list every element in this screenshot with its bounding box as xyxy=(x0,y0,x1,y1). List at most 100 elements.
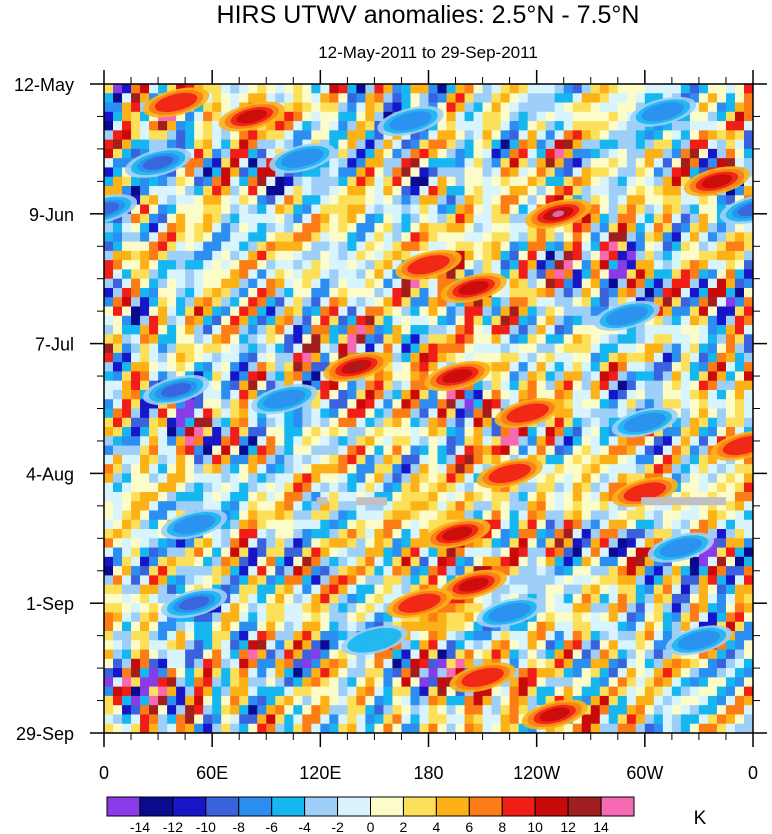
field-cell xyxy=(536,343,547,354)
field-cell xyxy=(356,519,366,530)
field-cell xyxy=(239,250,249,261)
field-cell xyxy=(563,399,574,410)
field-cell xyxy=(509,334,520,345)
field-cell xyxy=(284,436,294,447)
field-cell xyxy=(707,464,718,474)
field-cell xyxy=(212,538,222,549)
field-cell xyxy=(536,167,547,178)
field-cell xyxy=(356,491,366,502)
field-cell xyxy=(248,612,258,623)
field-cell xyxy=(257,658,267,669)
field-cell xyxy=(500,102,511,113)
field-cell xyxy=(509,250,520,261)
field-cell xyxy=(131,362,141,373)
field-cell xyxy=(320,158,330,169)
field-cell xyxy=(536,556,547,567)
field-cell xyxy=(140,547,150,558)
field-cell xyxy=(338,158,348,169)
field-cell xyxy=(140,575,150,586)
field-cell xyxy=(257,139,267,150)
field-cell xyxy=(455,158,466,169)
field-cell xyxy=(275,464,285,474)
field-cell xyxy=(635,213,646,224)
field-cell xyxy=(446,686,457,697)
field-cell xyxy=(437,491,448,502)
field-cell xyxy=(455,454,466,465)
field-cell xyxy=(725,297,736,308)
field-cell xyxy=(140,260,150,271)
field-cell xyxy=(599,371,610,382)
field-cell xyxy=(104,473,114,484)
field-cell xyxy=(464,640,475,651)
field-cell xyxy=(617,371,628,382)
field-cell xyxy=(239,612,249,623)
field-cell xyxy=(122,380,132,391)
field-cell xyxy=(284,176,294,187)
field-cell xyxy=(626,631,637,641)
field-cell xyxy=(500,621,511,632)
field-cell xyxy=(608,84,619,94)
field-cell xyxy=(383,658,394,669)
field-cell xyxy=(401,195,412,206)
field-cell xyxy=(320,167,330,178)
field-cell xyxy=(185,241,195,252)
field-cell xyxy=(617,223,628,233)
field-cell xyxy=(653,621,664,632)
field-cell xyxy=(428,436,439,447)
field-cell xyxy=(527,389,538,400)
field-cell xyxy=(545,102,556,113)
field-cell xyxy=(743,714,753,725)
field-cell xyxy=(203,195,213,206)
field-cell xyxy=(329,631,339,641)
field-cell xyxy=(383,334,394,345)
field-cell xyxy=(599,260,610,271)
field-cell xyxy=(203,658,213,669)
field-cell xyxy=(725,371,736,382)
field-cell xyxy=(473,176,484,187)
field-cell xyxy=(356,204,366,215)
field-cell xyxy=(491,121,502,131)
field-cell xyxy=(653,223,664,233)
field-cell xyxy=(302,315,312,326)
field-cell xyxy=(401,352,412,363)
field-cell xyxy=(491,640,502,651)
field-cell xyxy=(662,668,673,678)
field-cell xyxy=(383,167,394,178)
field-cell xyxy=(617,473,628,484)
field-cell xyxy=(473,501,484,512)
field-cell xyxy=(707,612,718,623)
field-cell xyxy=(131,556,141,567)
field-cell xyxy=(356,686,366,697)
field-cell xyxy=(716,538,727,549)
field-cell xyxy=(374,491,385,502)
field-cell xyxy=(104,297,114,308)
field-cell xyxy=(689,269,700,280)
field-cell xyxy=(212,695,222,706)
field-cell xyxy=(383,204,394,215)
field-cell xyxy=(221,547,231,558)
field-cell xyxy=(518,111,529,122)
field-cell xyxy=(725,575,736,586)
field-cell xyxy=(401,566,412,576)
field-cell xyxy=(689,668,700,678)
field-cell xyxy=(518,538,529,549)
field-cell xyxy=(527,640,538,651)
field-cell xyxy=(221,519,231,530)
field-cell xyxy=(320,640,330,651)
field-cell xyxy=(437,519,448,530)
field-cell xyxy=(104,631,114,641)
field-cell xyxy=(176,473,186,484)
field-cell xyxy=(131,232,141,243)
field-cell xyxy=(221,640,231,651)
field-cell xyxy=(635,185,646,196)
field-cell xyxy=(419,371,430,382)
field-cell xyxy=(239,185,249,196)
field-cell xyxy=(473,306,484,317)
field-cell xyxy=(635,287,646,298)
field-cell xyxy=(734,306,745,317)
field-cell xyxy=(698,454,709,465)
field-cell xyxy=(662,705,673,716)
field-cell xyxy=(311,269,321,280)
field-cell xyxy=(536,260,547,271)
field-cell xyxy=(401,501,412,512)
